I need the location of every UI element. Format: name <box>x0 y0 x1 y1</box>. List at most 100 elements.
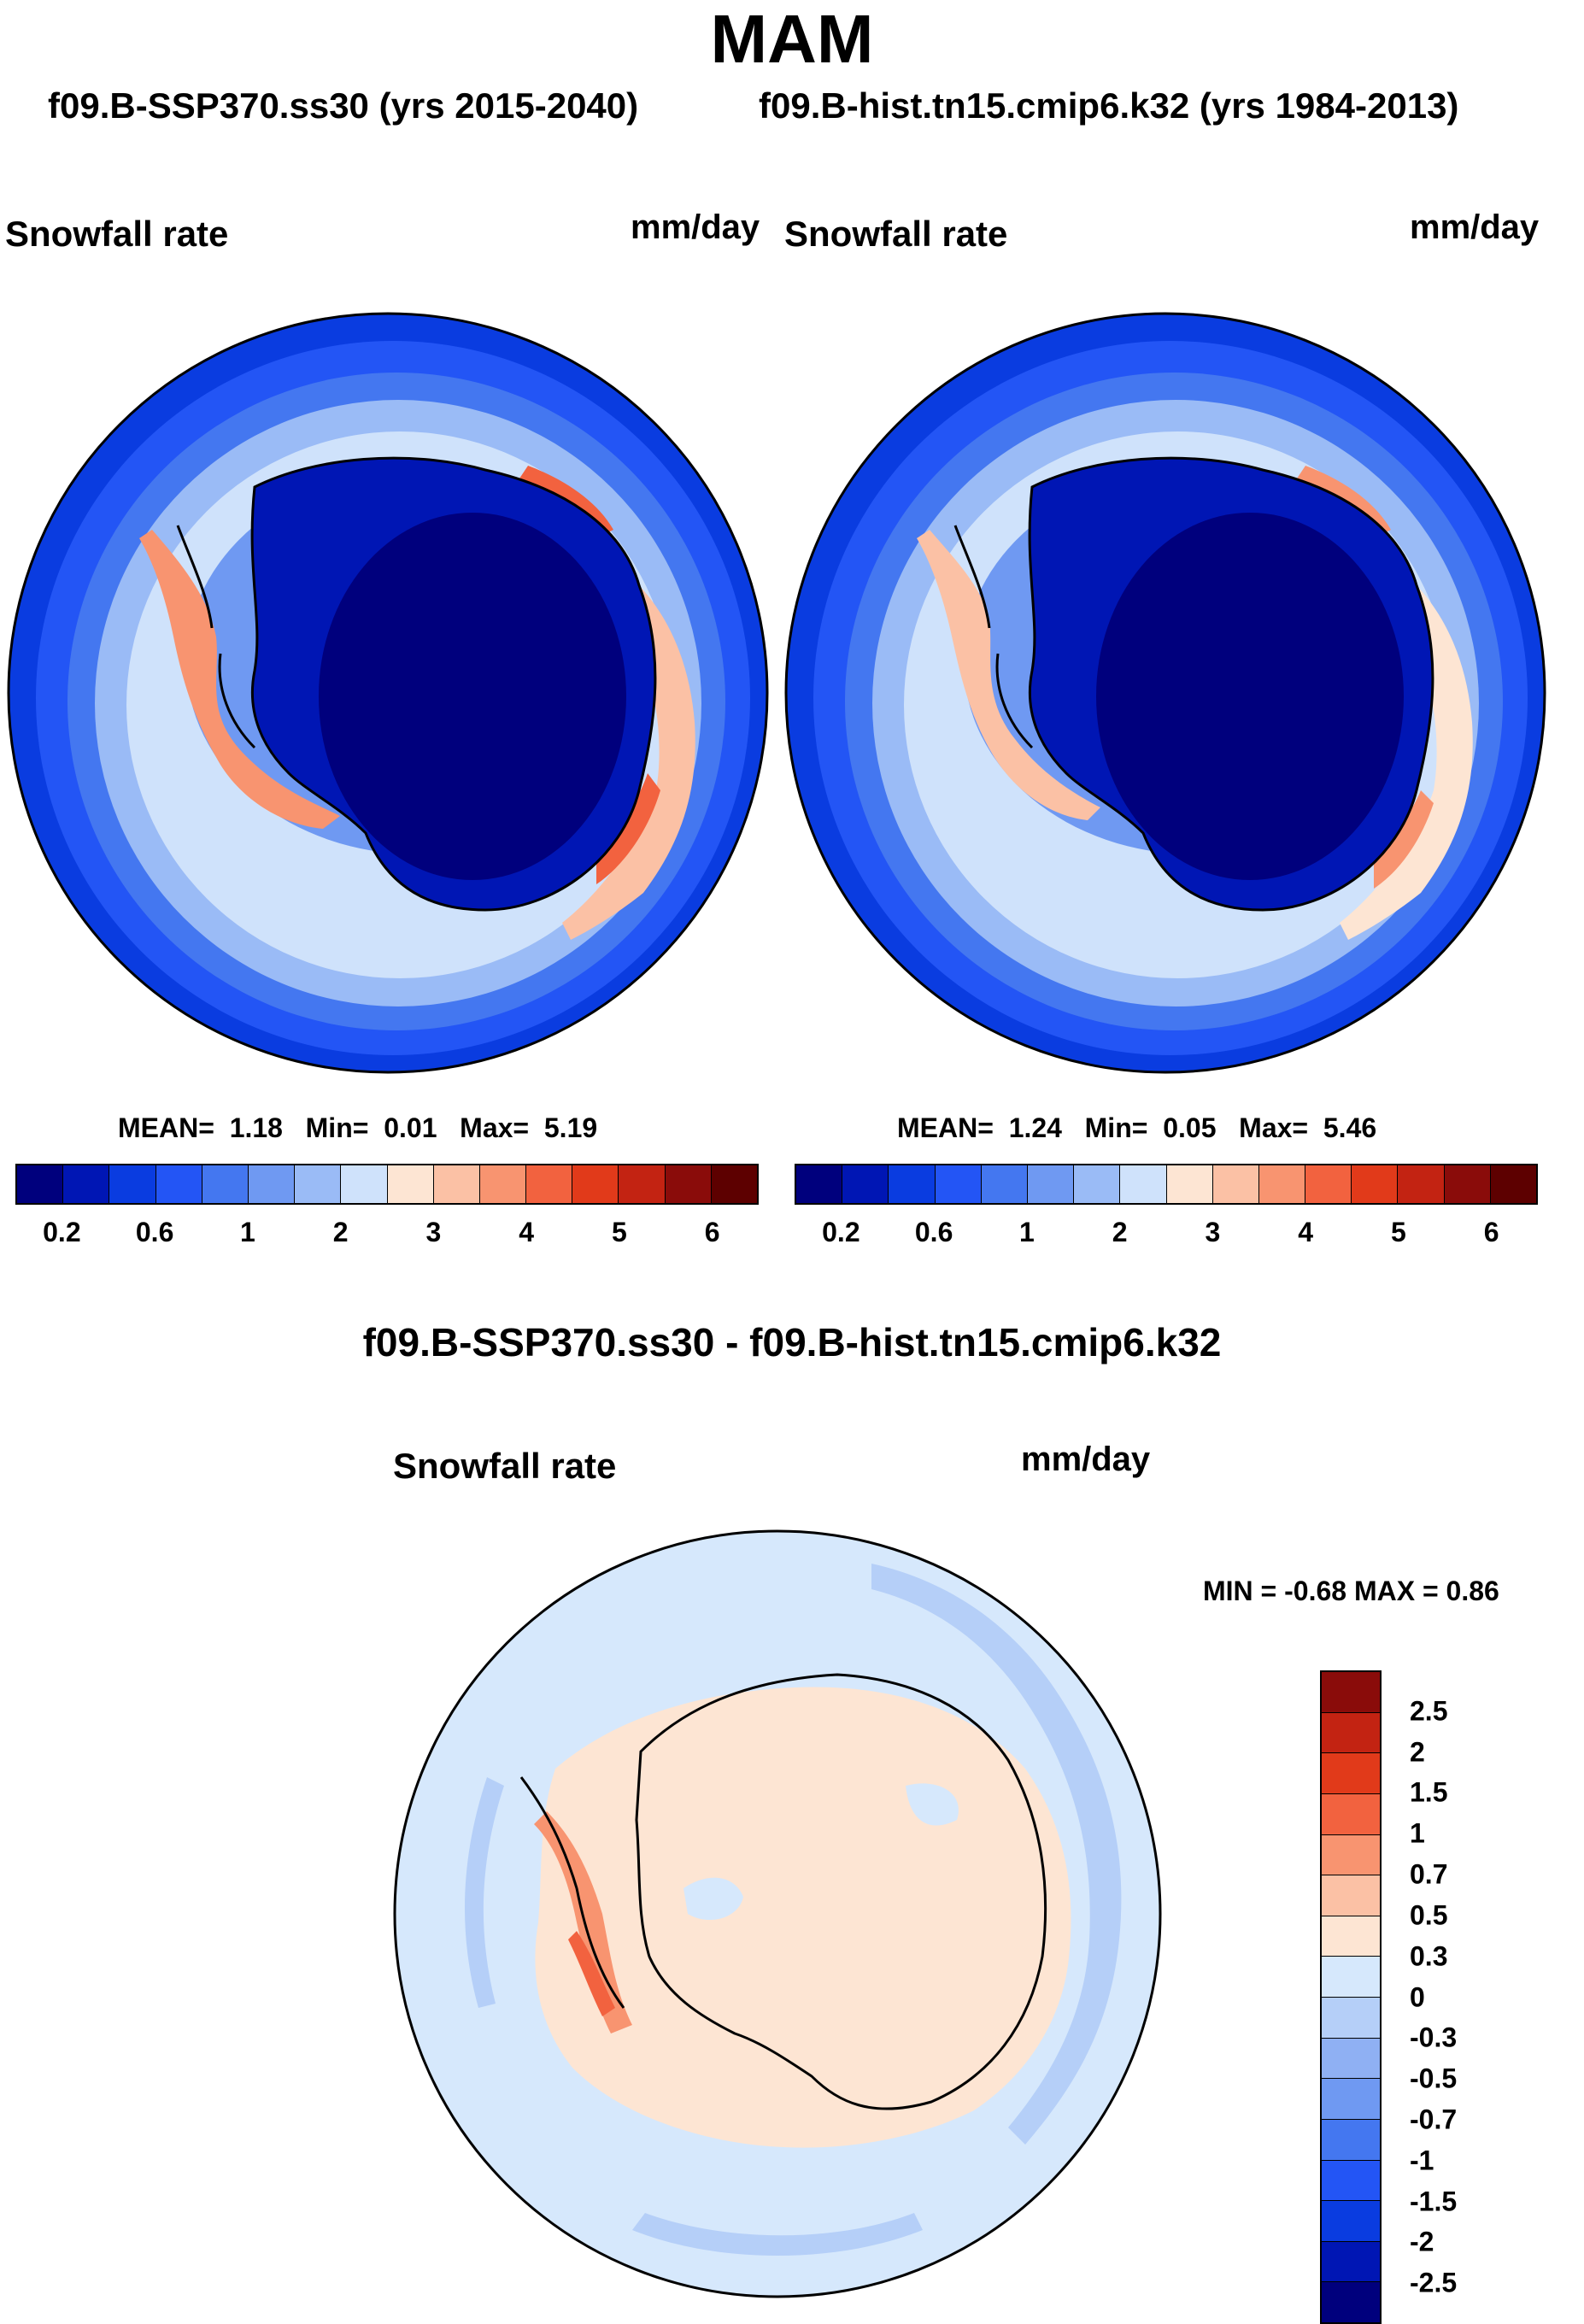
colorbar-segment <box>341 1165 388 1203</box>
colorbar-segment <box>433 1165 480 1203</box>
negative-patch-2 <box>906 1783 959 1826</box>
colorbar-segment <box>935 1165 982 1203</box>
colorbar-tick-label: 2.5 <box>1410 1695 1448 1727</box>
colorbar-segment <box>202 1165 249 1203</box>
panel1-min: 0.01 <box>384 1112 437 1143</box>
colorbar-segment <box>1322 2282 1380 2322</box>
difference-title: f09.B-SSP370.ss30 - f09.B-hist.tn15.cmip… <box>362 1320 1222 1364</box>
colorbar-segment <box>1322 1834 1380 1876</box>
colorbar-tick-label: 0.6 <box>135 1217 174 1247</box>
colorbar-segment <box>1322 2160 1380 2202</box>
colorbar-tick-label: -1.5 <box>1410 2186 1458 2217</box>
panel2-stats: MEAN= 1.24 Min= 0.05 Max= 5.46 <box>897 1112 1376 1144</box>
east-coast-high-snow <box>1340 581 1473 940</box>
colorbar-segment <box>619 1165 666 1203</box>
map1-border <box>7 312 769 1074</box>
colorbar-tick-label: -2 <box>1410 2226 1434 2257</box>
panel3-minmax: MIN = -0.68 MAX = 0.86 <box>1203 1576 1499 1606</box>
peninsula-positive-anomaly <box>534 1811 632 2034</box>
colorbar-segment <box>295 1165 342 1203</box>
panel2-colorbar <box>795 1164 1538 1205</box>
panel1-mean: 1.18 <box>229 1112 283 1143</box>
colorbar-segment <box>63 1165 110 1203</box>
peninsula-coast <box>176 525 256 749</box>
colorbar-tick-label: -0.3 <box>1410 2022 1458 2053</box>
colorbar-tick-label: 0.5 <box>1410 1899 1448 1931</box>
peninsula-high-snow <box>139 530 340 829</box>
panel1-colorbar <box>15 1164 759 1205</box>
panel2-map <box>784 312 1546 1074</box>
colorbar-segment <box>1322 1793 1380 1835</box>
plateau <box>319 513 626 880</box>
outer-negative-band-west <box>464 1777 504 2008</box>
east-coast-high-snow <box>562 581 695 940</box>
colorbar-segment <box>981 1165 1028 1203</box>
panel1-mean-label: MEAN= <box>118 1112 230 1143</box>
colorbar-segment <box>1322 1712 1380 1754</box>
colorbar-tick-label: 2 <box>1410 1736 1425 1768</box>
map3-border <box>393 1529 1162 2298</box>
panel3-variable-label: Snowfall rate <box>393 1446 617 1486</box>
colorbar-segment <box>1305 1165 1352 1203</box>
colorbar-segment <box>526 1165 573 1203</box>
panel2-mean: 1.24 <box>1008 1112 1062 1143</box>
case1-title: f09.B-SSP370.ss30 (yrs 2015-2040) <box>48 85 639 126</box>
colorbar-segment <box>1322 1916 1380 1957</box>
colorbar-segment <box>1027 1165 1075 1203</box>
east-coast-peak <box>1374 790 1434 889</box>
colorbar-segment <box>1322 1957 1380 1998</box>
peninsula-coast <box>519 1776 625 2009</box>
panel2-max-label: Max= <box>1223 1112 1323 1143</box>
panel2-min: 0.05 <box>1163 1112 1217 1143</box>
colorbar-segment <box>1322 1875 1380 1916</box>
colorbar-tick-label: 0.6 <box>914 1217 953 1247</box>
colorbar-tick-label: 6 <box>1483 1217 1499 1247</box>
colorbar-tick-label: -0.5 <box>1410 2063 1458 2094</box>
colorbar-segment <box>1322 1672 1380 1713</box>
colorbar-tick-label: -2.5 <box>1410 2267 1458 2298</box>
panel3-units-label: mm/day <box>1021 1441 1151 1478</box>
panel1-max: 5.19 <box>543 1112 598 1143</box>
colorbar-segment <box>1212 1165 1259 1203</box>
outer-negative-band-east <box>871 1564 1122 2145</box>
colorbar-segment <box>711 1165 757 1203</box>
peninsula-peak-anomaly <box>568 1931 615 2016</box>
colorbar-tick-label: 0 <box>1410 1981 1425 2012</box>
colorbar-segment <box>1322 1998 1380 2039</box>
panel1-max-label: Max= <box>444 1112 544 1143</box>
colorbar-tick-label: 2 <box>332 1217 349 1247</box>
colorbar-segment <box>387 1165 434 1203</box>
colorbar-tick-label: 0.3 <box>1410 1940 1448 1972</box>
colorbar-segment <box>155 1165 202 1203</box>
peninsula-coast <box>953 525 1034 749</box>
colorbar-segment <box>1120 1165 1167 1203</box>
case2-title: f09.B-hist.tn15.cmip6.k32 (yrs 1984-2013… <box>759 85 1459 126</box>
panel2-max: 5.46 <box>1323 1112 1377 1143</box>
colorbar-tick-label: -0.7 <box>1410 2104 1458 2135</box>
colorbar-tick-label: 2 <box>1112 1217 1128 1247</box>
colorbar-segment <box>1352 1165 1399 1203</box>
colorbar-tick-label: 5 <box>1390 1217 1406 1247</box>
panel2-min-label: Min= <box>1069 1112 1164 1143</box>
panel3-colorbar <box>1320 1670 1382 2324</box>
colorbar-tick-label: 3 <box>1205 1217 1221 1247</box>
panel3-map <box>393 1529 1162 2298</box>
plateau <box>1096 513 1404 880</box>
colorbar-segment <box>1490 1165 1536 1203</box>
colorbar-segment <box>1322 2241 1380 2283</box>
season-title: MAM <box>710 1 874 77</box>
continent <box>635 1673 1047 2110</box>
map2-border <box>784 312 1546 1074</box>
colorbar-tick-label: 1 <box>239 1217 255 1247</box>
peninsula-high-snow <box>917 530 1100 820</box>
panel2-mean-label: MEAN= <box>897 1112 1009 1143</box>
panel1-variable-label: Snowfall rate <box>5 214 229 254</box>
colorbar-segment <box>796 1165 843 1203</box>
colorbar-segment <box>109 1165 156 1203</box>
colorbar-segment <box>1322 2201 1380 2242</box>
colorbar-tick-label: 3 <box>425 1217 442 1247</box>
colorbar-segment <box>1166 1165 1213 1203</box>
panel2-units-label: mm/day <box>1410 208 1540 246</box>
colorbar-segment <box>1322 2119 1380 2161</box>
colorbar-segment <box>889 1165 936 1203</box>
